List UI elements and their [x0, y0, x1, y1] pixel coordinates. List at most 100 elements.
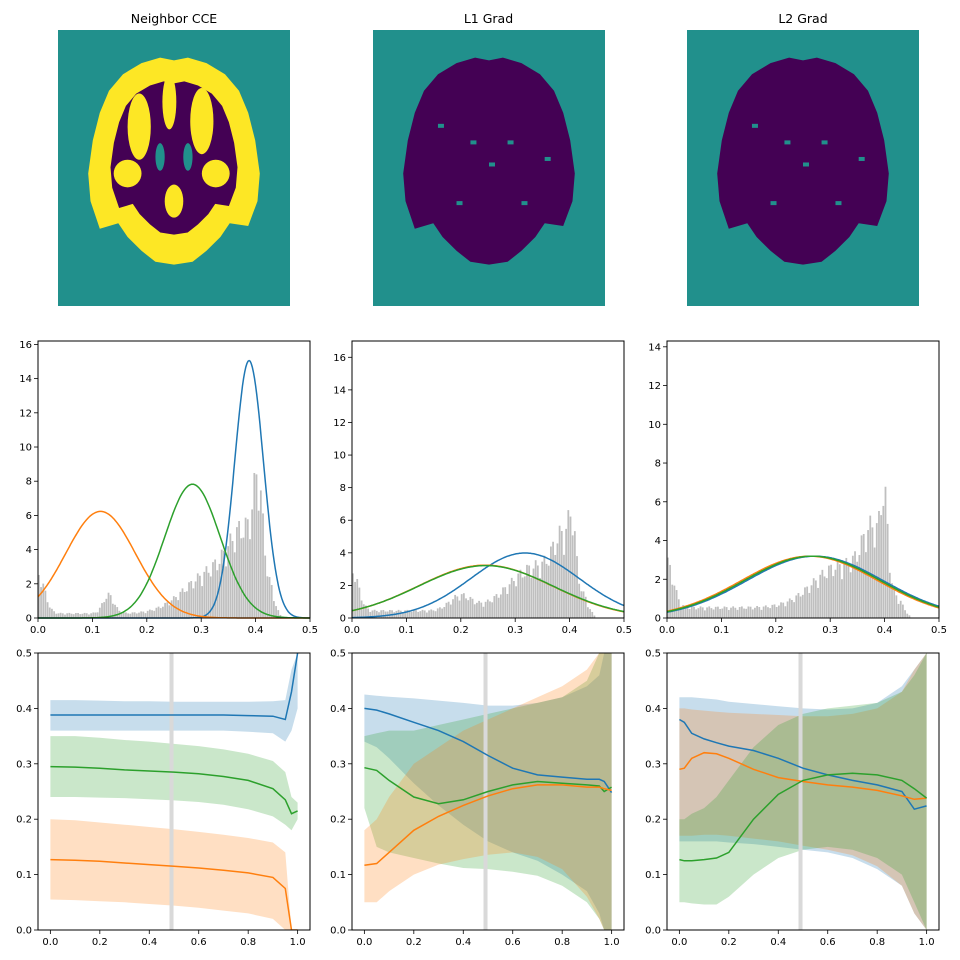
histogram-bar	[489, 601, 491, 618]
histogram-bar	[441, 608, 443, 618]
histogram-bar	[804, 587, 806, 618]
histogram-panel-3: 0.0 0.1 0.2 0.3 0.4 0.5 0 2 4 6 8 10 12 14	[648, 340, 947, 636]
histogram-bar	[791, 599, 793, 618]
histogram-bar	[891, 583, 893, 618]
histogram-bar	[354, 581, 356, 618]
histogram-bar	[539, 577, 541, 618]
x-tick-label: 0.6	[191, 937, 207, 948]
histogram-bar	[436, 608, 439, 618]
y-tick-label: 0	[655, 614, 661, 625]
y-tick-label: 0	[340, 614, 346, 625]
histogram-bar	[723, 606, 726, 618]
histogram-bar	[410, 611, 413, 618]
histogram-bar	[471, 598, 474, 618]
y-tick-label: 0.4	[16, 704, 32, 715]
histogram-bar	[266, 576, 269, 618]
histogram-bar	[899, 600, 902, 618]
x-tick-label: 0.4	[877, 625, 893, 636]
gray-matter-fold	[162, 74, 177, 130]
histogram-bar	[456, 596, 459, 618]
x-tick-label: 0.0	[344, 625, 360, 636]
histogram-bar	[817, 587, 819, 618]
histogram-bar	[402, 612, 404, 618]
histogram-bar	[897, 603, 900, 618]
histogram-bar	[120, 613, 123, 618]
histogram-bar	[242, 537, 245, 618]
y-tick-label: 6	[340, 516, 346, 527]
histogram-bar	[408, 611, 411, 618]
histogram-bar	[801, 594, 804, 618]
histogram-bar	[780, 602, 782, 618]
x-tick-label: 0.6	[820, 937, 836, 948]
mask-gap	[456, 201, 463, 206]
histogram-bar	[222, 550, 225, 618]
histogram-bar	[190, 581, 193, 618]
histogram-bar	[814, 580, 817, 618]
histogram-bar	[682, 605, 685, 618]
histogram-bar	[703, 610, 706, 618]
histogram-bar	[268, 577, 271, 618]
x-tick-label: 0.3	[193, 625, 209, 636]
histogram-bar	[706, 607, 708, 618]
y-tick-label: 16	[333, 353, 346, 364]
histogram-bar	[469, 596, 472, 618]
histogram-bar	[164, 602, 166, 618]
histogram-bar	[255, 474, 258, 618]
histogram-bar	[371, 610, 374, 618]
histogram-bar	[667, 557, 669, 618]
mask-gap	[835, 201, 842, 206]
histogram-bar	[591, 611, 594, 618]
histogram-bar	[144, 613, 147, 618]
histogram-bar	[693, 606, 695, 618]
histogram-bar	[717, 606, 719, 618]
histogram-bar	[131, 612, 134, 618]
mask-gap	[803, 162, 809, 167]
series-line-green	[50, 765, 298, 815]
histogram-bar	[736, 609, 739, 618]
histogram-bar	[515, 586, 517, 618]
histogram-bar	[904, 610, 906, 618]
histogram-bar	[155, 607, 158, 618]
histogram-panel-2: 0.0 0.1 0.2 0.3 0.4 0.5 0 2 4 6 8 10 12 14 16	[333, 340, 632, 636]
series-line-green	[364, 766, 612, 805]
histogram-bar	[732, 606, 735, 618]
histogram-bar	[270, 585, 273, 618]
y-tick-label: 0.0	[645, 926, 661, 937]
histogram-bar	[66, 613, 69, 618]
x-tick-label: 0.2	[721, 937, 737, 948]
histogram-bar	[675, 590, 678, 618]
series-line-orange	[679, 751, 927, 801]
histogram-bar	[847, 565, 850, 618]
histogram-bar	[103, 602, 106, 618]
y-tick-label: 0.0	[16, 926, 32, 937]
histogram-bar	[153, 610, 156, 618]
histogram-bar	[111, 603, 114, 618]
histogram-bar	[521, 577, 524, 618]
histogram-bar	[775, 607, 778, 618]
x-tick-label: 1.0	[290, 937, 306, 948]
histogram-bar	[727, 609, 730, 618]
histogram-bar	[580, 591, 583, 618]
histogram-bar	[528, 565, 531, 618]
histogram-bar	[70, 613, 73, 618]
histogram-bar	[107, 592, 110, 618]
gray-matter-fold	[201, 159, 230, 188]
histogram-bar	[858, 555, 861, 618]
histogram-bar	[40, 587, 42, 618]
mask-gap	[751, 123, 758, 128]
histogram-bar	[493, 596, 496, 618]
histogram-bar	[264, 555, 267, 618]
histogram-bar	[797, 593, 800, 618]
line-panel-2: 0.0 0.2 0.4 0.6 0.8 1.0 0.0 0.1 0.2 0.3 0.4 0.5	[330, 649, 625, 948]
histogram-bar	[188, 582, 190, 618]
histogram-bar	[194, 581, 197, 618]
histogram-bar	[504, 587, 507, 618]
histogram-bar	[795, 595, 798, 618]
histogram-bar	[356, 579, 359, 618]
histogram-bar	[244, 517, 247, 618]
histogram-bar	[83, 612, 86, 618]
x-tick-label: 0.3	[822, 625, 838, 636]
histogram-bar	[262, 513, 264, 618]
x-tick-label: 0.4	[770, 937, 786, 948]
histogram-bar	[699, 606, 702, 618]
